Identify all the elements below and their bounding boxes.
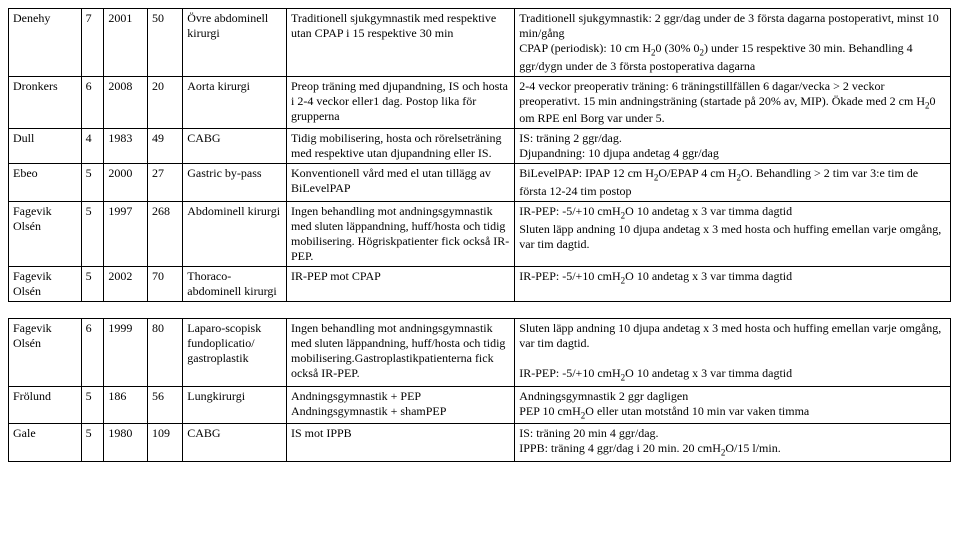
table-row: Fagevik Olsén5200270Thoraco-abdominell k… (9, 266, 951, 301)
table-cell: Sluten läpp andning 10 djupa andetag x 3… (515, 318, 951, 386)
table-cell: Aorta kirurgi (183, 76, 287, 129)
data-table: Denehy7200150Övre abdominell kirurgiTrad… (8, 8, 951, 302)
table-cell: 2001 (104, 9, 148, 77)
table-row: Dronkers6200820Aorta kirurgiPreop tränin… (9, 76, 951, 129)
table-cell: 56 (147, 386, 182, 424)
document-page: Denehy7200150Övre abdominell kirurgiTrad… (8, 8, 951, 462)
table-cell: 50 (147, 9, 182, 77)
table-cell: Fagevik Olsén (9, 201, 82, 266)
table-row: Dull4198349CABGTidig mobilisering, hosta… (9, 129, 951, 164)
table-row: Fagevik Olsén6199980Laparo-scopisk fundo… (9, 318, 951, 386)
table-cell: 70 (147, 266, 182, 301)
table-cell: Abdominell kirurgi (183, 201, 287, 266)
table-cell: Dull (9, 129, 82, 164)
table-cell: 7 (81, 9, 104, 77)
table-cell: Ingen behandling mot andningsgymnastik m… (286, 201, 514, 266)
table-cell: BiLevelPAP: IPAP 12 cm H2O/EPAP 4 cm H2O… (515, 164, 951, 202)
table-cell: 20 (147, 76, 182, 129)
table-cell: Traditionell sjukgymnastik: 2 ggr/dag un… (515, 9, 951, 77)
table-cell: CABG (183, 424, 287, 462)
data-table: Fagevik Olsén6199980Laparo-scopisk fundo… (8, 318, 951, 462)
table-cell: IR-PEP mot CPAP (286, 266, 514, 301)
table-row: Fagevik Olsén51997268Abdominell kirurgiI… (9, 201, 951, 266)
table-row: Denehy7200150Övre abdominell kirurgiTrad… (9, 9, 951, 77)
table-cell: IS: träning 2 ggr/dag.Djupandning: 10 dj… (515, 129, 951, 164)
table-cell: IR-PEP: -5/+10 cmH2O 10 andetag x 3 var … (515, 201, 951, 266)
table-cell: 2000 (104, 164, 148, 202)
table-cell: Denehy (9, 9, 82, 77)
table-row: Ebeo5200027Gastric by-passKonventionell … (9, 164, 951, 202)
table-cell: Lungkirurgi (183, 386, 287, 424)
table-cell: 109 (147, 424, 182, 462)
table-cell: 1983 (104, 129, 148, 164)
table-cell: Dronkers (9, 76, 82, 129)
table-cell: 6 (81, 318, 104, 386)
table-cell: 5 (81, 266, 104, 301)
table-cell: 2008 (104, 76, 148, 129)
table-cell: Fagevik Olsén (9, 318, 82, 386)
table-cell: Övre abdominell kirurgi (183, 9, 287, 77)
table-cell: 27 (147, 164, 182, 202)
table-cell: 5 (81, 164, 104, 202)
table-cell: Andningsgymnastik + PEPAndningsgymnastik… (286, 386, 514, 424)
table-cell: 80 (147, 318, 182, 386)
table-cell: 268 (147, 201, 182, 266)
table-separator (8, 302, 951, 318)
table-cell: Fagevik Olsén (9, 266, 82, 301)
table-cell: 5 (81, 201, 104, 266)
table-cell: 1999 (104, 318, 148, 386)
table-cell: 1980 (104, 424, 148, 462)
table-cell: Gale (9, 424, 82, 462)
table-cell: Preop träning med djupandning, IS och ho… (286, 76, 514, 129)
table-cell: 1997 (104, 201, 148, 266)
table-cell: 5 (81, 424, 104, 462)
table-cell: 6 (81, 76, 104, 129)
table-cell: IS: träning 20 min 4 ggr/dag.IPPB: träni… (515, 424, 951, 462)
table-cell: Tidig mobilisering, hosta och rörelseträ… (286, 129, 514, 164)
table-cell: IS mot IPPB (286, 424, 514, 462)
table-cell: Andningsgymnastik 2 ggr dagligen PEP 10 … (515, 386, 951, 424)
table-cell: 49 (147, 129, 182, 164)
table-cell: Gastric by-pass (183, 164, 287, 202)
table-row: Frölund518656LungkirurgiAndningsgymnasti… (9, 386, 951, 424)
table-cell: Traditionell sjukgymnastik med respektiv… (286, 9, 514, 77)
table-cell: Laparo-scopisk fundoplicatio/ gastroplas… (183, 318, 287, 386)
table-cell: 2002 (104, 266, 148, 301)
table-cell: 4 (81, 129, 104, 164)
table-cell: Ebeo (9, 164, 82, 202)
table-cell: IR-PEP: -5/+10 cmH2O 10 andetag x 3 var … (515, 266, 951, 301)
table-cell: 2-4 veckor preoperativ träning: 6 tränin… (515, 76, 951, 129)
table-cell: 5 (81, 386, 104, 424)
table-cell: Frölund (9, 386, 82, 424)
table-cell: Konventionell vård med el utan tillägg a… (286, 164, 514, 202)
table-cell: Thoraco-abdominell kirurgi (183, 266, 287, 301)
table-cell: CABG (183, 129, 287, 164)
table-cell: 186 (104, 386, 148, 424)
table-cell: Ingen behandling mot andningsgymnastik m… (286, 318, 514, 386)
table-row: Gale51980109CABGIS mot IPPBIS: träning 2… (9, 424, 951, 462)
